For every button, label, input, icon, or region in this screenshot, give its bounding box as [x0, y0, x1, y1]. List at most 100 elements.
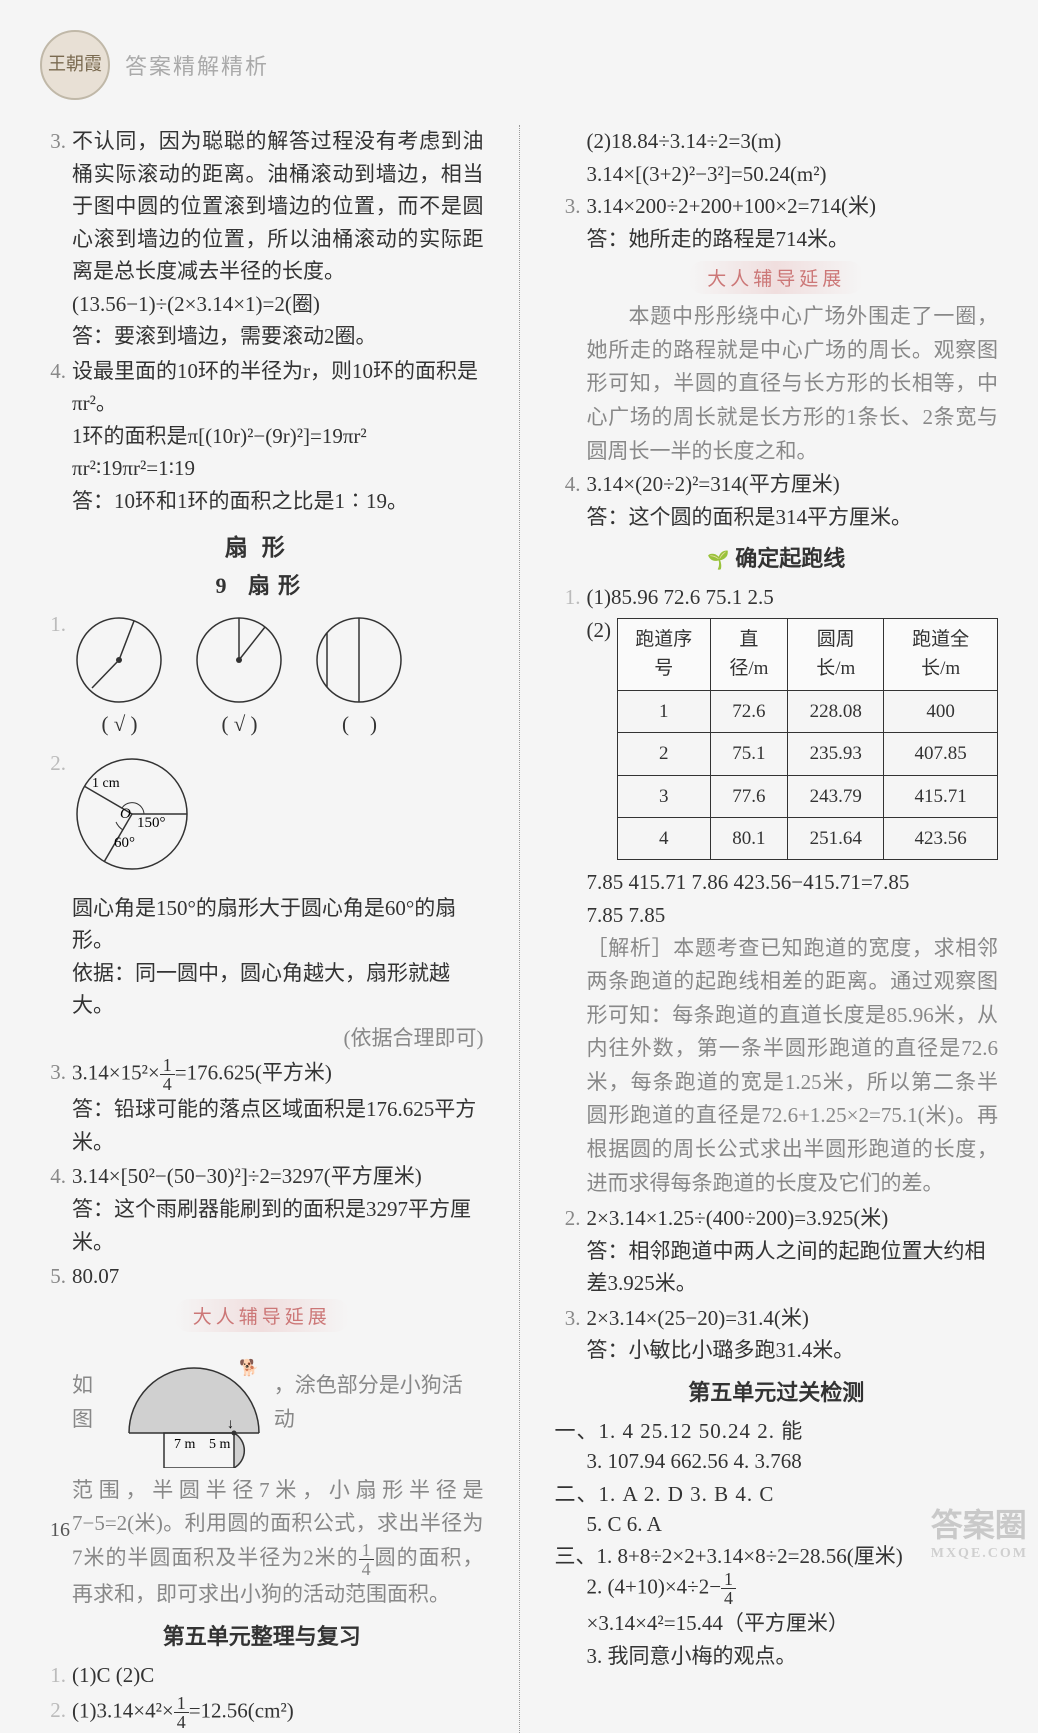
l-q4-p4: 答：10环和1环的面积之比是1∶19。 — [72, 485, 484, 518]
c1-label: ( √ ) — [72, 708, 167, 741]
page-number: 16 — [50, 1519, 70, 1542]
l-q3-p2: (13.56−1)÷(2×3.14×1)=2(圈) — [72, 288, 484, 321]
b3-formula: 3.14×15²×14=176.625(平方米) — [72, 1056, 484, 1093]
table-row: 275.1235.93407.85 — [618, 733, 998, 775]
jiexi: ［解析］本题考查已知跑道的宽度，求相邻两条跑道的起跑线相差的距离。通过观察图形可… — [587, 932, 999, 1201]
table-row: 377.6243.79415.71 — [618, 775, 998, 817]
qr3-p1: 2×3.14×(25−20)=31.4(米) — [587, 1302, 999, 1335]
table-header-row: 跑道序号直径/m圆周长/m跑道全长/m — [618, 618, 998, 690]
diag-pre: 如图 — [72, 1369, 114, 1436]
t1-text: (1)85.96 72.6 75.1 2.5 — [587, 581, 999, 614]
sec2-t3: (依据合理即可) — [72, 1022, 484, 1055]
num-b2: 2. — [40, 747, 72, 780]
left-b5: 5. 80.07 — [40, 1260, 484, 1293]
wm-small: MXQE.COM — [931, 1546, 1028, 1562]
svg-text:🐕: 🐕 — [239, 1358, 259, 1377]
table-row: 172.6228.08400 — [618, 690, 998, 732]
dog-diagram-row: 如图 7 m 5 m ↓ 🐕 ，涂色部分是小狗活动 — [40, 1338, 484, 1468]
sec2-t2: 依据：同一圆中，圆心角越大，扇形就越大。 — [72, 957, 484, 1022]
rq3-p1: 3.14×200÷2+200+100×2=714(米) — [587, 190, 999, 223]
qr2-p2: 答：相邻跑道中两人之间的起跑位置大约相差3.925米。 — [587, 1235, 999, 1300]
track-table: 跑道序号直径/m圆周长/m跑道全长/m 172.6228.08400 275.1… — [617, 618, 998, 861]
header-title: 答案精解精析 — [125, 49, 269, 81]
b3-ans: 答：铅球可能的落点区域面积是176.625平方米。 — [72, 1093, 484, 1158]
left-b1: 1. ( √ ) ( √ ) ( ) — [40, 608, 484, 746]
svg-text:7 m: 7 m — [174, 1437, 196, 1452]
num-b5: 5. — [40, 1260, 72, 1293]
dog-text: 范围，半圆半径7米，小扇形半径是7−5=2(米)。利用圆的面积公式，求出半径为7… — [40, 1474, 484, 1612]
tutor-pill-right: 大人辅导延展 — [555, 261, 999, 294]
secD: 第五单元过关检测 — [555, 1375, 999, 1407]
r-qr3: 3. 2×3.14×(25−20)=31.4(米) 答：小敏比小璐多跑31.4米… — [555, 1302, 999, 1367]
qr2-p1: 2×3.14×1.25÷(400÷200)=3.925(米) — [587, 1202, 999, 1235]
sec2-t1: 圆心角是150°的扇形大于圆心角是60°的扇形。 — [72, 892, 484, 957]
left-b4: 4. 3.14×[50²−(50−30)²]÷2=3297(平方厘米) 答：这个… — [40, 1160, 484, 1258]
b5-val: 80.07 — [72, 1260, 484, 1293]
rev1-num: 1. — [40, 1659, 72, 1692]
c3-label: ( ) — [312, 708, 407, 741]
r-top2: 3.14×[(3+2)²−3²]=50.24(m²) — [555, 158, 999, 191]
tutor-text-r: 本题中彤彤绕中心广场外围走了一圈，她所走的路程就是中心广场的周长。观察图形可知，… — [555, 300, 999, 468]
circle-1: ( √ ) — [72, 613, 167, 741]
section-review: 第五单元整理与复习 — [40, 1619, 484, 1651]
right-column: (2)18.84÷3.14÷2=3(m) 3.14×[(3+2)²−3²]=50… — [555, 125, 999, 1733]
column-divider — [519, 125, 520, 1733]
left-q4: 4. 设最里面的10环的半径为r，则10环的面积是πr²。 1环的面积是π[(1… — [40, 355, 484, 518]
content-columns: 3. 不认同，因为聪聪的解答过程没有考虑到油桶实际滚动的距离。油桶滚动到墙边，相… — [40, 125, 998, 1733]
section-fanshape-title: 扇形 — [40, 528, 484, 562]
num-4: 4. — [40, 355, 72, 388]
svg-text:1 cm: 1 cm — [92, 776, 120, 791]
left-b3: 3. 3.14×15²×14=176.625(平方米) 答：铅球可能的落点区域面… — [40, 1056, 484, 1158]
t2-label: (2) — [587, 614, 612, 647]
section-fanshape-sub: 9 扇形 — [40, 568, 484, 600]
rt1-num: 1. — [555, 581, 587, 614]
one-l2: 3. 107.94 662.56 4. 3.768 — [555, 1445, 999, 1478]
diag-post: ，涂色部分是小狗活动 — [274, 1369, 484, 1436]
num-b3: 3. — [40, 1056, 72, 1089]
l-q4-p1: 设最里面的10环的半径为r，则10环的面积是πr²。 — [72, 355, 484, 420]
l-q4-p2: 1环的面积是π[(10r)²−(9r)²]=19πr² — [72, 420, 484, 453]
rev-2: 2. (1)3.14×4²×14=12.56(cm²) — [40, 1694, 484, 1731]
r-q4: 4. 3.14×(20÷2)²=314(平方厘米) 答：这个圆的面积是314平方… — [555, 468, 999, 533]
c2-label: ( √ ) — [192, 708, 287, 741]
r-top1: (2)18.84÷3.14÷2=3(m) — [555, 125, 999, 158]
svg-text:60°: 60° — [114, 835, 135, 851]
qr3-num: 3. — [555, 1302, 587, 1335]
circle-2: ( √ ) — [192, 613, 287, 741]
table-row: 480.1251.64423.56 — [618, 817, 998, 859]
tutor-pill-left: 大人辅导延展 — [40, 1299, 484, 1332]
circle-3: ( ) — [312, 613, 407, 741]
rev1-body: (1)C (2)C — [72, 1659, 484, 1692]
rq4-num: 4. — [555, 468, 587, 501]
page-header: 王朝霞 答案精解精析 — [40, 30, 998, 100]
r-t1: 1. (1)85.96 72.6 75.1 2.5 (2) 跑道序号直径/m圆周… — [555, 581, 999, 1200]
secC: 🌱 确定起跑线 — [555, 541, 999, 573]
rq3-p2: 答：她所走的路程是714米。 — [587, 223, 999, 256]
svg-text:5 m: 5 m — [209, 1437, 231, 1452]
rq4-p2: 答：这个圆的面积是314平方厘米。 — [587, 501, 999, 534]
wm-big: 答案圈 — [931, 1500, 1028, 1546]
rev2-num: 2. — [40, 1694, 72, 1727]
l-q4-p3: πr²∶19πr²=1∶19 — [72, 452, 484, 485]
svg-text:↓: ↓ — [227, 1417, 234, 1432]
three-p2: 2. (4+10)×4÷2−14×3.14×4²=15.44（平方厘米） — [555, 1570, 999, 1640]
after-t2: 7.85 7.85 — [587, 899, 999, 932]
qr3-p2: 答：小敏比小璐多跑31.4米。 — [587, 1334, 999, 1367]
b4-p2: 答：这个雨刷器能刷到的面积是3297平方厘米。 — [72, 1193, 484, 1258]
badge-text: 王朝霞 — [48, 55, 102, 75]
watermark: 答案圈 MXQE.COM — [931, 1500, 1028, 1562]
rq3-num: 3. — [555, 190, 587, 223]
r-qr2: 2. 2×3.14×1.25÷(400÷200)=3.925(米) 答：相邻跑道… — [555, 1202, 999, 1300]
three-p3: 3. 我同意小梅的观点。 — [555, 1640, 999, 1673]
one-l1: 一、1. 4 25.12 50.24 2. 能 — [555, 1415, 999, 1445]
svg-text:O: O — [120, 806, 131, 822]
rev2-body: (1)3.14×4²×14=12.56(cm²) — [72, 1694, 484, 1731]
svg-text:150°: 150° — [137, 815, 166, 831]
qr2-num: 2. — [555, 1202, 587, 1235]
num-b1: 1. — [40, 608, 72, 641]
r-q3: 3. 3.14×200÷2+200+100×2=714(米) 答：她所走的路程是… — [555, 190, 999, 255]
sector-svg: O 1 cm 150° 60° — [72, 752, 212, 877]
num-3: 3. — [40, 125, 72, 158]
left-column: 3. 不认同，因为聪聪的解答过程没有考虑到油桶实际滚动的距离。油桶滚动到墙边，相… — [40, 125, 484, 1733]
after-t1: 7.85 415.71 7.86 423.56−415.71=7.85 — [587, 866, 999, 899]
